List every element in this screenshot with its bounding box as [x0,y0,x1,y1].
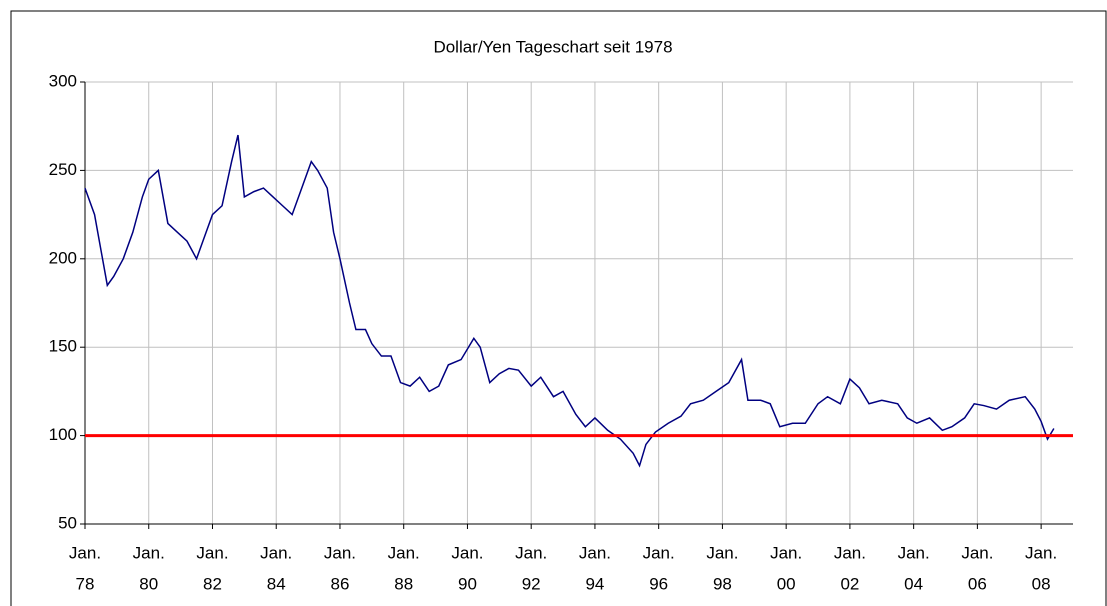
x-tick-label: 90 [458,574,477,593]
x-tick-label: 80 [139,574,158,593]
x-tick-label: Jan. [324,543,356,562]
x-tick-label: 00 [777,574,796,593]
x-tick-label: 08 [1032,574,1051,593]
x-tick-label: Jan. [196,543,228,562]
x-tick-label: 84 [267,574,286,593]
x-tick-label: Jan. [898,543,930,562]
x-tick-label: 94 [585,574,604,593]
y-tick-label: 200 [49,248,77,267]
x-tick-label: 04 [904,574,923,593]
x-tick-label: Jan. [579,543,611,562]
y-tick-label: 100 [49,425,77,444]
x-tick-label: Jan. [260,543,292,562]
x-tick-label: 88 [394,574,413,593]
x-tick-label: 82 [203,574,222,593]
x-tick-label: Jan. [770,543,802,562]
x-tick-label: Jan. [388,543,420,562]
x-tick-label: Jan. [515,543,547,562]
x-tick-label: 92 [522,574,541,593]
x-tick-label: 86 [331,574,350,593]
x-tick-label: 78 [76,574,95,593]
y-tick-label: 50 [58,513,77,532]
plot-area [85,82,1073,524]
x-tick-label: 98 [713,574,732,593]
x-tick-label: Jan. [706,543,738,562]
x-tick-label: Jan. [1025,543,1057,562]
x-tick-label: 96 [649,574,668,593]
line-series [84,134,1055,468]
x-tick-label: Jan. [834,543,866,562]
y-tick-label: 250 [49,160,77,179]
x-tick-label: Jan. [451,543,483,562]
x-tick-label: Jan. [69,543,101,562]
x-tick-label: Jan. [643,543,675,562]
x-tick-label: Jan. [133,543,165,562]
x-tick-label: 06 [968,574,987,593]
y-tick-label: 150 [49,337,77,356]
y-tick-label: 300 [49,71,77,90]
chart-title: Dollar/Yen Tageschart seit 1978 [433,37,672,56]
x-tick-label: 02 [840,574,859,593]
x-tick-label: Jan. [961,543,993,562]
